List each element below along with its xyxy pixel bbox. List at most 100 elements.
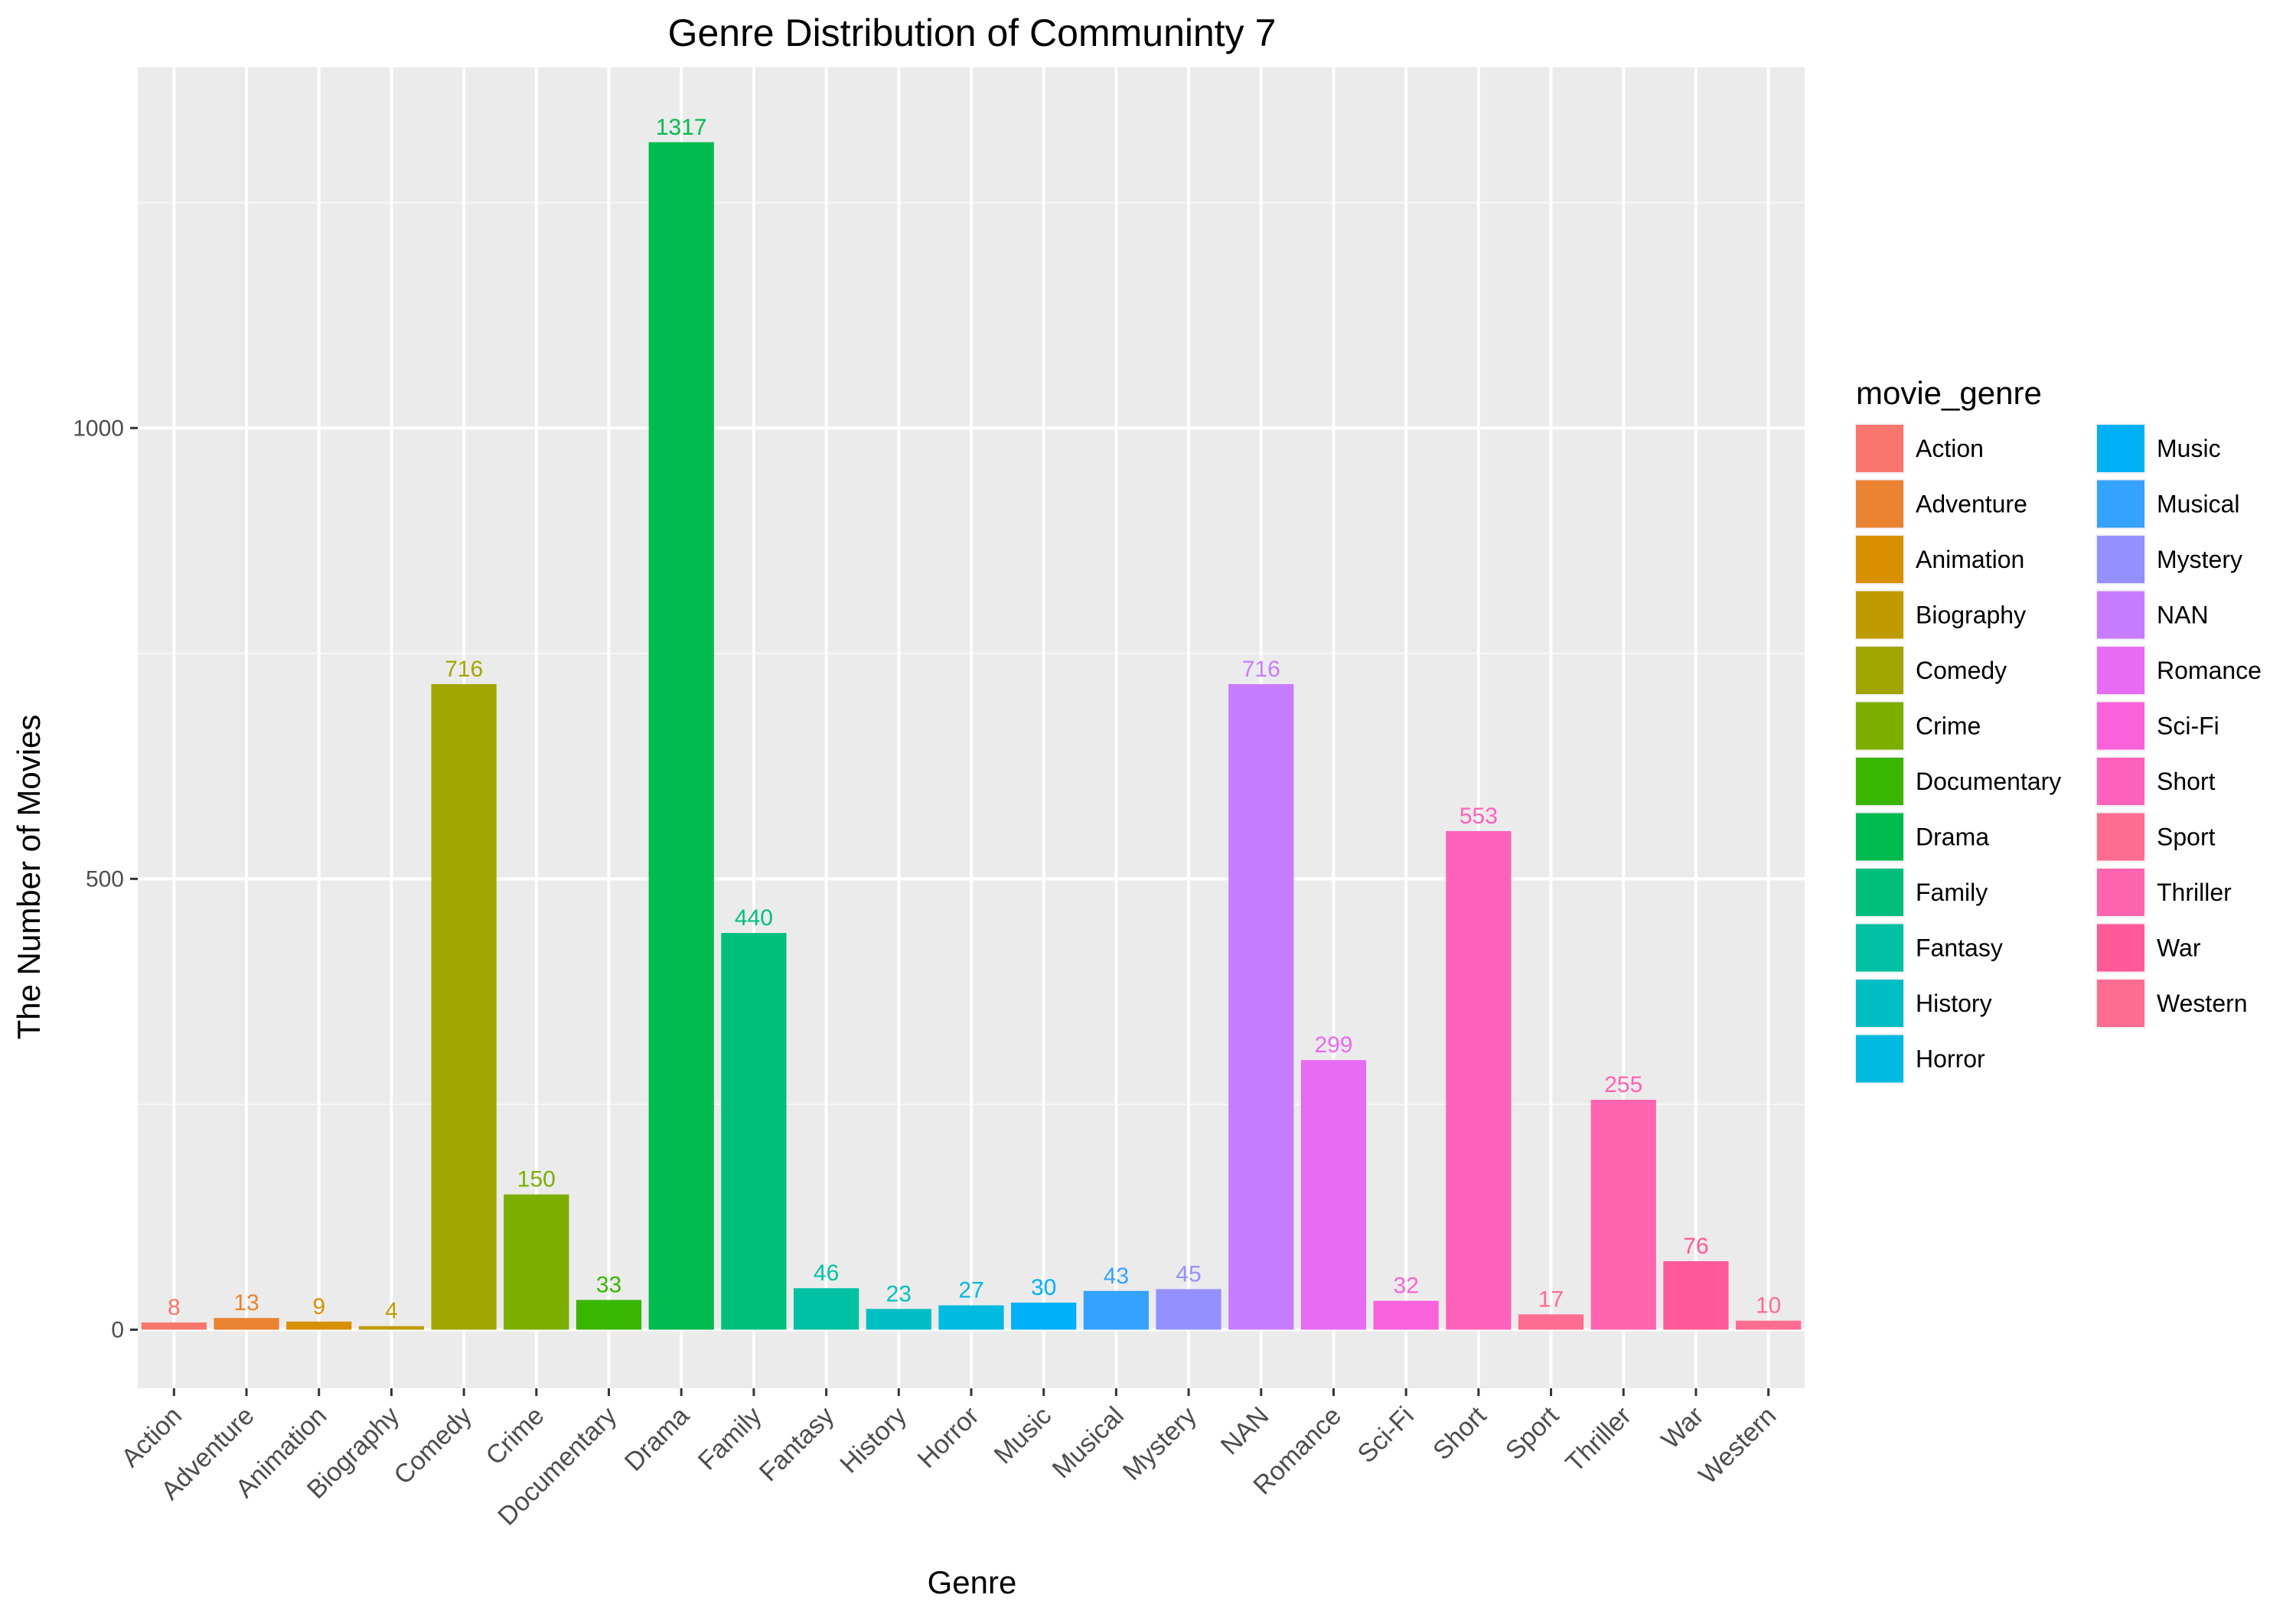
legend-swatch xyxy=(1856,702,1903,750)
legend-label: Crime xyxy=(1916,713,1981,740)
bar-value-label: 716 xyxy=(1242,657,1280,682)
x-axis-title: Genre xyxy=(928,1564,1017,1600)
bar-value-label: 9 xyxy=(312,1294,325,1319)
legend-label: Action xyxy=(1916,435,1984,462)
bar-value-label: 17 xyxy=(1538,1287,1564,1312)
legend-label: Romance xyxy=(2157,657,2262,684)
legend-label: Short xyxy=(2157,768,2216,795)
legend-swatch xyxy=(2097,647,2144,694)
legend-label: Thriller xyxy=(2157,879,2232,906)
legend-label: Sport xyxy=(2157,823,2216,851)
bar-value-label: 45 xyxy=(1176,1261,1201,1287)
legend-label: Mystery xyxy=(2157,546,2242,573)
legend-label: Family xyxy=(1916,879,1988,906)
y-tick-label: 1000 xyxy=(73,416,124,441)
bar xyxy=(1083,1290,1150,1330)
bar xyxy=(286,1321,352,1330)
bar xyxy=(1300,1060,1367,1330)
legend-swatch xyxy=(1856,480,1903,528)
bar-value-label: 440 xyxy=(735,905,773,931)
legend-label: Sci-Fi xyxy=(2157,713,2219,740)
legend-swatch xyxy=(1856,869,1903,916)
bar-value-label: 10 xyxy=(1756,1293,1781,1319)
y-axis-title: The Number of Movies xyxy=(11,715,47,1040)
legend-swatch xyxy=(2097,758,2144,805)
bar-value-label: 553 xyxy=(1459,804,1498,829)
legend-label: History xyxy=(1916,990,1992,1017)
bar-value-label: 76 xyxy=(1683,1234,1708,1259)
legend-label: Animation xyxy=(1916,546,2024,573)
bar xyxy=(1011,1303,1077,1330)
legend-label: Adventure xyxy=(1916,491,2027,518)
legend-swatch xyxy=(2097,980,2144,1027)
bar xyxy=(1373,1300,1439,1330)
legend-label: Documentary xyxy=(1916,768,2061,795)
legend-swatch xyxy=(1856,536,1903,583)
bar xyxy=(141,1322,207,1330)
legend-swatch xyxy=(1856,1035,1903,1083)
legend-label: Music xyxy=(2157,435,2221,462)
bar-value-label: 255 xyxy=(1604,1072,1642,1097)
legend-swatch xyxy=(2097,536,2144,583)
bar-value-label: 8 xyxy=(168,1295,181,1320)
bar xyxy=(1156,1289,1221,1330)
legend-swatch xyxy=(2097,813,2144,861)
bar-value-label: 33 xyxy=(596,1273,621,1298)
bar-value-label: 30 xyxy=(1031,1275,1056,1300)
bar xyxy=(648,142,714,1330)
legend-swatch xyxy=(2097,480,2144,528)
legend-swatch xyxy=(1856,425,1903,472)
legend-title: movie_genre xyxy=(1856,375,2042,411)
bar xyxy=(1228,683,1294,1330)
bar xyxy=(1518,1314,1584,1330)
bars xyxy=(141,142,1802,1330)
bar-value-label: 43 xyxy=(1104,1264,1129,1289)
legend-label: Fantasy xyxy=(1916,934,2003,962)
bar-labels: 8 13 9 4 716 150 33 1317 440 46 23 27 30 43 45 716 299 32… xyxy=(168,115,1781,1324)
bar xyxy=(721,933,787,1330)
legend-label: Drama xyxy=(1916,823,1989,851)
bar-value-label: 27 xyxy=(958,1278,983,1303)
legend-label: Horror xyxy=(1916,1045,1985,1073)
legend-label: NAN xyxy=(2157,602,2209,629)
bar xyxy=(504,1194,569,1330)
chart-title: Genre Distribution of Communinty 7 xyxy=(668,11,1277,54)
bar-value-label: 716 xyxy=(445,657,483,682)
y-tick-label: 500 xyxy=(86,866,124,892)
bar xyxy=(1663,1260,1729,1330)
bar-value-label: 32 xyxy=(1393,1273,1418,1299)
legend-swatch xyxy=(2097,425,2144,472)
bar-value-label: 1317 xyxy=(656,115,707,140)
y-tick-label: 0 xyxy=(111,1317,124,1342)
y-axis: 0 500 1000 xyxy=(73,416,138,1342)
bar xyxy=(576,1300,642,1330)
bar-value-label: 13 xyxy=(233,1290,259,1316)
bar xyxy=(214,1318,279,1330)
bar-value-label: 23 xyxy=(886,1281,912,1306)
legend-swatch xyxy=(1856,647,1903,694)
bar xyxy=(358,1326,425,1330)
bar-value-label: 299 xyxy=(1314,1032,1352,1058)
bar xyxy=(793,1288,859,1330)
legend-label: War xyxy=(2157,934,2201,962)
bar xyxy=(1590,1099,1656,1330)
legend-swatch xyxy=(1856,980,1903,1027)
bar xyxy=(1446,830,1512,1330)
bar-value-label: 4 xyxy=(385,1299,398,1324)
bar xyxy=(866,1309,931,1330)
legend-swatch xyxy=(1856,591,1903,639)
legend-label: Comedy xyxy=(1916,657,2007,684)
bar xyxy=(938,1305,1004,1330)
legend-swatch xyxy=(2097,869,2144,916)
bar-value-label: 46 xyxy=(814,1260,839,1286)
legend-label: Western xyxy=(2157,990,2248,1017)
legend-swatch xyxy=(2097,702,2144,750)
legend-swatch xyxy=(1856,924,1903,972)
legend: movie_genre Action Adventure Animation Biog… xyxy=(1854,375,2262,1084)
legend-swatch xyxy=(2097,591,2144,639)
legend-swatch xyxy=(1856,758,1903,805)
legend-label: Musical xyxy=(2157,491,2239,518)
legend-swatch xyxy=(1856,813,1903,861)
